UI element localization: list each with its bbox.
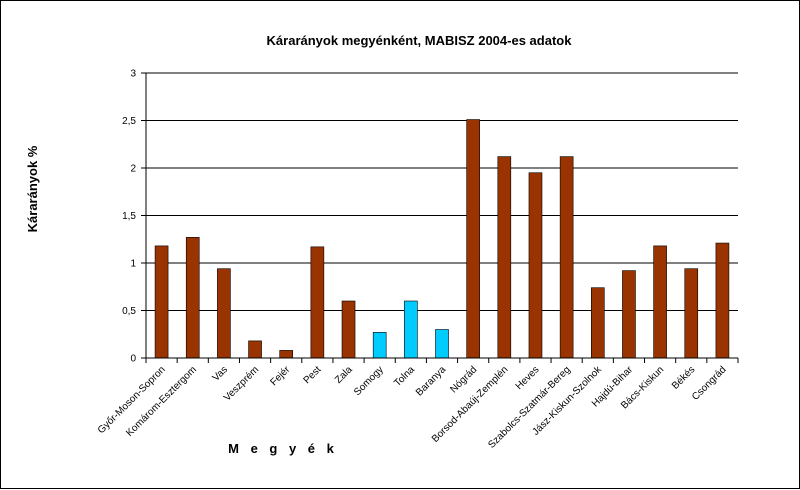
- x-tick-label: Vas: [211, 364, 230, 383]
- x-tick-label: Baranya: [414, 364, 448, 398]
- x-tick-label: Fejér: [268, 364, 292, 388]
- bar-heves: [528, 172, 543, 359]
- bar-fej-r: [279, 350, 294, 359]
- bar-csongr-d: [715, 242, 730, 359]
- y-tick-label: 3: [130, 69, 136, 80]
- x-tick-label: Zala: [333, 364, 355, 386]
- bar-kom-rom-esztergom: [185, 237, 200, 359]
- chart-title: Kárarányok megyénként, MABISZ 2004-es ad…: [267, 33, 573, 48]
- x-tick-label: Heves: [514, 364, 542, 392]
- bar-hajd-bihar: [622, 270, 636, 359]
- x-tick-label: Pest: [302, 364, 324, 386]
- bar-b-k-s: [684, 268, 699, 359]
- bar-szabolcs-szatm-r-bereg: [559, 156, 574, 359]
- y-tick-label: 1: [130, 259, 136, 270]
- y-tick-labels: 0 0,5 1 1,5 2 2,5 3: [122, 69, 136, 365]
- y-tick-label: 2,5: [122, 116, 136, 127]
- bar-b-cs-kiskun: [653, 245, 667, 359]
- bar-veszpr-m: [248, 340, 262, 359]
- x-axis-label: M e g y é k: [228, 441, 338, 456]
- x-tick-label: Nógrád: [448, 364, 479, 395]
- bar-j-sz-kiskun-szolnok: [590, 287, 605, 359]
- bar-somogy: [372, 332, 387, 359]
- y-tick-label: 2: [130, 164, 136, 175]
- x-tick-label: Békés: [670, 364, 697, 391]
- bar-gy-r-moson-sopron: [154, 245, 169, 359]
- y-tick-label: 0: [130, 354, 136, 365]
- y-axis-label: Kárarányok %: [25, 145, 40, 232]
- x-tick-label: Csongrád: [690, 364, 728, 402]
- gridlines: [146, 72, 738, 311]
- bar-baranya: [435, 329, 449, 359]
- bar-vas: [217, 268, 231, 359]
- bars: [154, 119, 730, 359]
- x-tick-label: Somogy: [352, 364, 386, 398]
- bar-n-gr-d: [466, 119, 480, 359]
- axes: [141, 72, 739, 363]
- bar-zala: [341, 300, 356, 359]
- bar-borsod-aba-j-zempl-n: [497, 156, 512, 359]
- x-tick-label: Tolna: [392, 364, 417, 389]
- y-tick-label: 0,5: [122, 306, 136, 317]
- bar-tolna: [404, 300, 418, 359]
- bar-pest: [310, 246, 325, 359]
- y-tick-label: 1,5: [122, 211, 136, 222]
